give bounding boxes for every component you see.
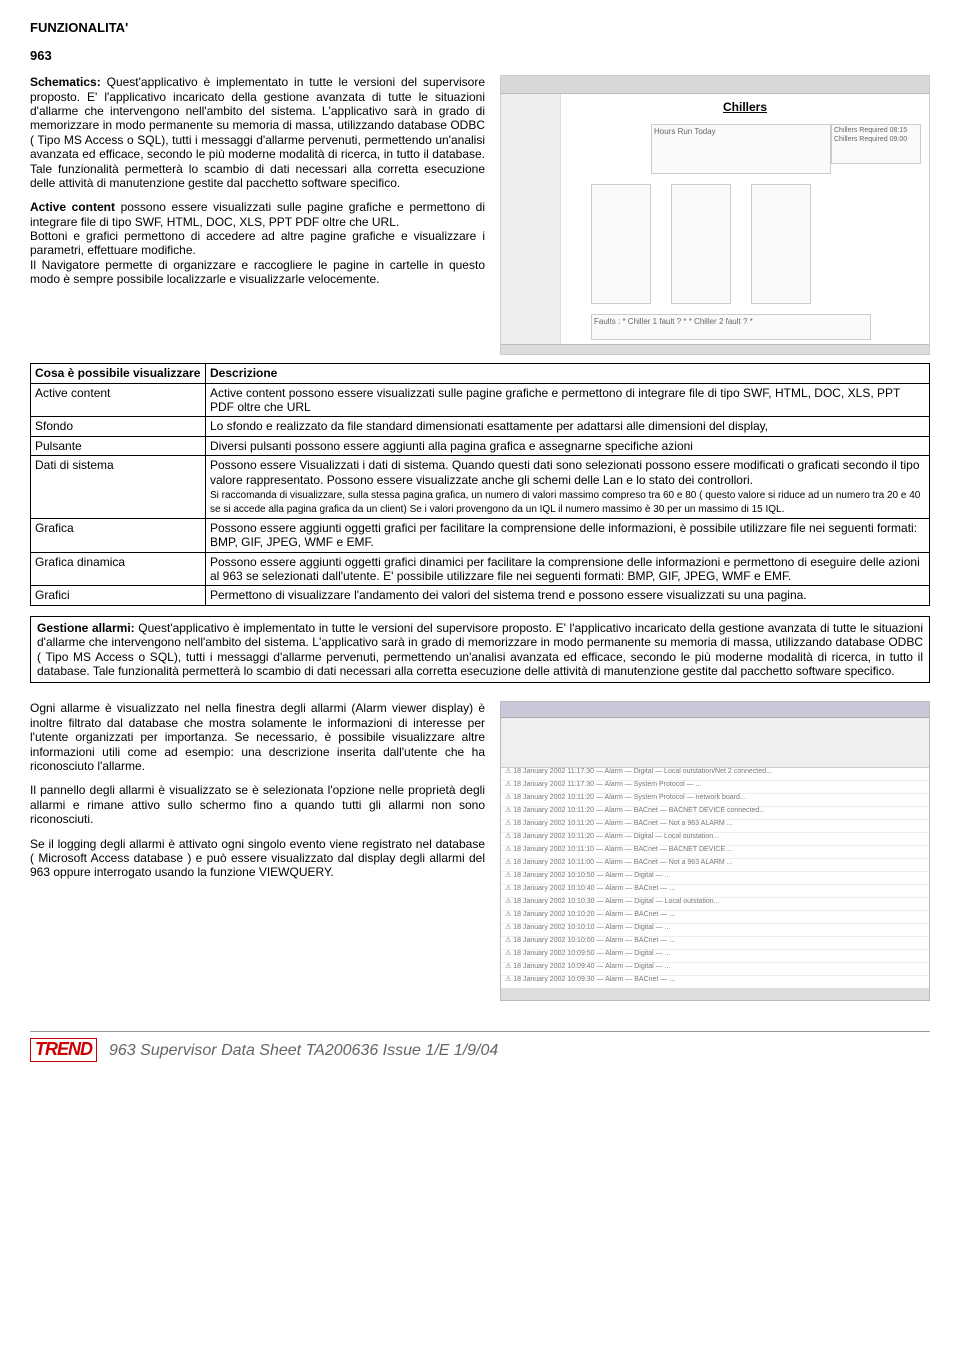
features-table: Cosa è possibile visualizzare Descrizion… [30, 363, 930, 606]
alarms-p2: Il pannello degli allarmi è visualizzato… [30, 783, 485, 826]
features-tbody: Active contentActive content possono ess… [31, 383, 930, 605]
cell-feature: Grafica [31, 518, 206, 552]
th-feature: Cosa è possibile visualizzare [31, 364, 206, 383]
page-heading: FUNZIONALITA' [30, 20, 930, 36]
cell-feature: Pulsante [31, 436, 206, 455]
th-desc: Descrizione [206, 364, 930, 383]
chillers-screenshot: Chillers Hours Run Today Faults : * Chil… [500, 75, 930, 355]
alarm-list: ⚠ 18 January 2002 11:17:30 — Alarm — Dig… [501, 768, 929, 988]
table-row: GraficiPermettono di visualizzare l'anda… [31, 586, 930, 605]
schematics-text1: Quest'applicativo è implementato in tutt… [30, 75, 485, 190]
active-content-label: Active content [30, 200, 115, 214]
gestione-label: Gestione allarmi: [37, 621, 135, 635]
schematics-label: Schematics: [30, 75, 101, 89]
cell-desc: Possono essere aggiunti oggetti grafici … [206, 518, 930, 552]
gestione-text: Quest'applicativo è implementato in tutt… [37, 621, 923, 678]
cell-desc: Lo sfondo e realizzato da file standard … [206, 417, 930, 436]
gestione-box: Gestione allarmi: Quest'applicativo è im… [30, 616, 930, 684]
table-row: Active contentActive content possono ess… [31, 383, 930, 417]
schematics-section: Schematics: Quest'applicativo è implemen… [30, 75, 930, 355]
alarm-viewer-screenshot: ⚠ 18 January 2002 11:17:30 — Alarm — Dig… [500, 701, 930, 1001]
alarms-p3: Se il logging degli allarmi è attivato o… [30, 837, 485, 880]
page-footer: TREND 963 Supervisor Data Sheet TA200636… [30, 1031, 930, 1062]
cell-feature: Sfondo [31, 417, 206, 436]
chillers-title: Chillers [723, 100, 767, 114]
cell-feature: Active content [31, 383, 206, 417]
product-code: 963 [30, 48, 930, 64]
cell-desc: Permettono di visualizzare l'andamento d… [206, 586, 930, 605]
cell-note: Si raccomanda di visualizzare, sulla ste… [210, 490, 920, 516]
table-row: GraficaPossono essere aggiunti oggetti g… [31, 518, 930, 552]
schematics-para2: Active content possono essere visualizza… [30, 200, 485, 286]
alarms-p1: Ogni allarme è visualizzato nel nella fi… [30, 701, 485, 773]
schematics-text3: Bottoni e grafici permettono di accedere… [30, 229, 485, 257]
cell-feature: Dati di sistema [31, 456, 206, 519]
table-row: PulsanteDiversi pulsanti possono essere … [31, 436, 930, 455]
table-row: SfondoLo sfondo e realizzato da file sta… [31, 417, 930, 436]
schematics-text4: Il Navigatore permette di organizzare e … [30, 258, 485, 286]
table-row: Grafica dinamicaPossono essere aggiunti … [31, 552, 930, 586]
cell-desc: Possono essere Visualizzati i dati di si… [206, 456, 930, 519]
cell-desc: Active content possono essere visualizza… [206, 383, 930, 417]
schematics-para1: Schematics: Quest'applicativo è implemen… [30, 75, 485, 190]
alarms-section: Ogni allarme è visualizzato nel nella fi… [30, 701, 930, 1001]
trend-logo: TREND [30, 1038, 97, 1062]
cell-desc: Possono essere aggiunti oggetti grafici … [206, 552, 930, 586]
table-row: Dati di sistemaPossono essere Visualizza… [31, 456, 930, 519]
cell-feature: Grafici [31, 586, 206, 605]
cell-desc: Diversi pulsanti possono essere aggiunti… [206, 436, 930, 455]
footer-text: 963 Supervisor Data Sheet TA200636 Issue… [109, 1041, 498, 1060]
cell-feature: Grafica dinamica [31, 552, 206, 586]
